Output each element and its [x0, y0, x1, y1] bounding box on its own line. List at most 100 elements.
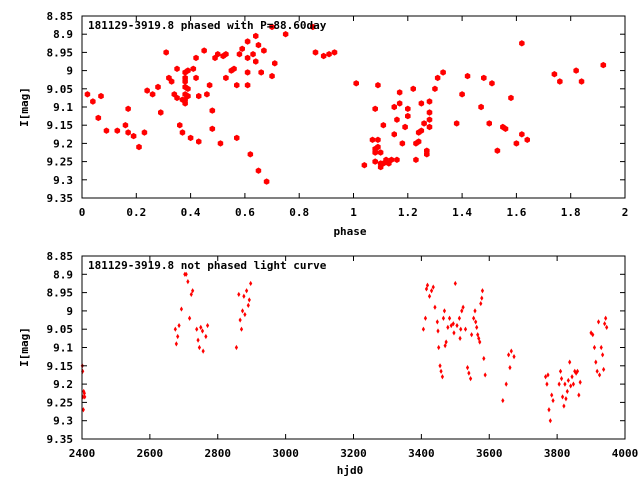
unphased-data-point — [449, 322, 453, 329]
phased-data-point — [519, 131, 525, 138]
phased-x-tick-label: 0 — [79, 206, 86, 219]
phased-data-point — [272, 60, 278, 67]
unphased-data-point — [564, 396, 568, 402]
phased-data-point — [174, 65, 180, 72]
unphased-data-point — [433, 304, 437, 310]
phased-plot-x-ticks: 0 0.2 0.4 0.6 0.8 1 1.2 1.4 1.6 1.8 2 — [79, 16, 628, 219]
phased-data-point — [234, 134, 240, 142]
phased-x-tick-label: 1 — [350, 206, 357, 219]
phased-data-point — [177, 122, 183, 129]
phased-data-point — [231, 65, 237, 72]
phased-data-point — [84, 91, 91, 98]
unphased-y-tick-label: 9.1 — [53, 342, 73, 355]
phased-data-point — [185, 92, 191, 100]
unphased-data-point — [566, 377, 570, 384]
phased-data-point — [258, 69, 264, 76]
phased-data-point — [478, 103, 484, 111]
unphased-data-point — [204, 333, 208, 340]
unphased-data-point — [548, 418, 552, 424]
phased-data-point — [396, 100, 403, 107]
unphased-data-point — [83, 394, 87, 400]
phased-data-point — [149, 91, 156, 98]
phased-data-point — [426, 123, 433, 131]
unphased-data-point — [243, 311, 247, 318]
phased-data-point — [244, 38, 251, 45]
phased-x-tick-label: 0.8 — [289, 206, 309, 219]
unphased-data-point — [421, 326, 426, 332]
unphased-plot-y-label: I[mag] — [18, 327, 31, 367]
phased-data-point — [481, 74, 487, 82]
phased-plot-marks — [84, 23, 607, 185]
phased-y-tick-label: 9.3 — [53, 174, 73, 187]
phased-data-point — [405, 112, 411, 120]
phased-data-point — [244, 69, 251, 76]
unphased-y-tick-label: 8.85 — [47, 250, 74, 263]
phased-data-point — [206, 82, 213, 89]
phased-x-tick-label: 1.2 — [398, 206, 418, 219]
unphased-data-point — [559, 376, 564, 382]
phased-data-point — [464, 72, 471, 80]
phased-data-point — [331, 49, 338, 56]
phased-data-point — [193, 54, 199, 62]
unphased-data-point — [504, 381, 508, 387]
phased-data-point — [578, 78, 585, 85]
phased-data-point — [375, 143, 381, 151]
unphased-data-point — [591, 332, 595, 338]
unphased-data-point — [543, 374, 548, 380]
unphased-data-point — [578, 379, 582, 385]
phased-data-point — [125, 105, 131, 112]
unphased-data-point — [455, 322, 459, 329]
unphased-x-tick-label: 3800 — [544, 447, 571, 460]
phased-data-point — [125, 129, 131, 136]
unphased-y-tick-label: 9.05 — [47, 323, 74, 336]
unphased-data-point — [573, 368, 577, 374]
phased-y-tick-label: 9.15 — [47, 119, 74, 132]
unphased-data-point — [81, 407, 85, 413]
phased-data-point — [394, 156, 400, 163]
unphased-data-point — [509, 348, 513, 354]
phased-data-point — [372, 149, 378, 156]
unphased-data-point — [189, 291, 193, 298]
phased-data-point — [391, 131, 397, 138]
unphased-data-point — [199, 324, 203, 330]
phased-data-point — [519, 40, 525, 47]
unphased-x-tick-label: 3200 — [340, 447, 367, 460]
phased-data-point — [426, 116, 433, 123]
unphased-plot-title: 181129-3919.8 not phased light curve — [88, 259, 327, 272]
phased-data-point — [144, 87, 150, 94]
phased-data-point — [98, 92, 104, 100]
phased-data-point — [174, 94, 180, 102]
unphased-data-point — [442, 308, 447, 314]
phased-data-point — [494, 147, 501, 154]
unphased-data-point — [173, 326, 177, 332]
unphased-data-point — [186, 279, 190, 285]
phased-x-tick-label: 0.2 — [126, 206, 146, 219]
phased-data-point — [223, 74, 229, 82]
phased-data-point — [215, 51, 221, 58]
phased-data-point — [399, 140, 406, 147]
unphased-data-point — [594, 359, 598, 365]
unphased-data-point — [501, 397, 505, 404]
unphased-data-point — [472, 315, 476, 321]
phased-data-point — [353, 80, 359, 87]
unphased-data-point — [446, 324, 450, 330]
phased-data-point — [236, 51, 243, 58]
unphased-data-point — [476, 332, 480, 338]
unphased-data-point — [205, 322, 210, 329]
phased-data-point — [312, 49, 319, 56]
phased-data-point — [432, 85, 438, 92]
unphased-data-point — [467, 370, 471, 376]
unphased-data-point — [244, 288, 249, 294]
unphased-data-point — [196, 337, 200, 343]
unphased-data-point — [247, 297, 251, 303]
unphased-data-point — [237, 291, 241, 298]
unphased-data-point — [461, 304, 465, 310]
unphased-x-tick-label: 3000 — [272, 447, 299, 460]
phased-data-point — [234, 82, 240, 89]
unphased-data-point — [512, 354, 516, 360]
phased-y-tick-label: 9.35 — [47, 192, 74, 205]
phased-plot-y-label: I[mag] — [18, 87, 31, 127]
phased-data-point — [310, 23, 316, 31]
unphased-data-point — [436, 328, 440, 334]
